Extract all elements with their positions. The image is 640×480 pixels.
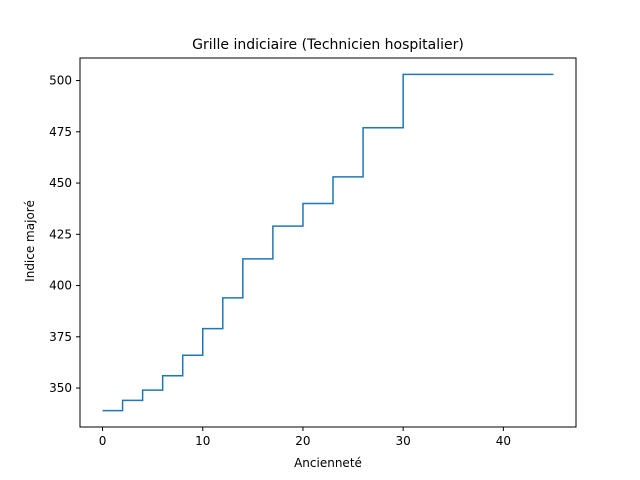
axes-frame: [79, 57, 577, 428]
chart-title: Grille indiciaire (Technicien hospitalie…: [192, 37, 464, 53]
y-tick-label: 350: [49, 381, 72, 395]
y-tick-label: 450: [49, 176, 72, 190]
series-line: [102, 73, 554, 412]
axis-ticks: 0 10 20 30 40 350 375 400 425 450 475 500: [49, 74, 511, 448]
y-tick-label: 475: [49, 125, 72, 139]
y-tick-label: 425: [49, 227, 72, 241]
y-tick-label: 500: [49, 74, 72, 88]
x-tick-label: 10: [195, 434, 210, 448]
y-axis-label: Indice majoré: [23, 200, 37, 282]
y-tick-label: 400: [49, 279, 72, 293]
x-tick-label: 30: [396, 434, 411, 448]
x-axis-label: Ancienneté: [294, 456, 362, 470]
x-tick-label: 0: [99, 434, 107, 448]
y-tick-label: 375: [49, 330, 72, 344]
x-tick-label: 40: [496, 434, 511, 448]
series-layer: [102, 73, 554, 412]
x-tick-label: 20: [295, 434, 310, 448]
